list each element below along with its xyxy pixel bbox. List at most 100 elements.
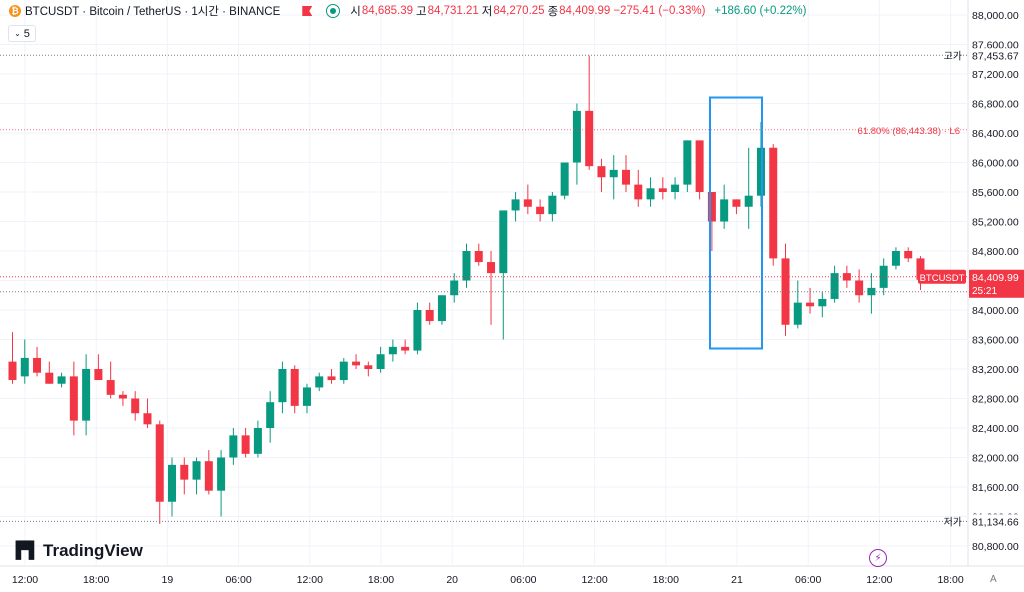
last-price-badge[interactable]: BTCUSDT 84,409.99 25:21	[918, 269, 1024, 298]
low-badge-bg	[969, 514, 1023, 529]
candle-body	[658, 188, 667, 192]
price-tick-label: 88,000.00	[972, 10, 1019, 22]
legend-header: ₿ BTCUSDT · Bitcoin / TetherUS · 1시간 · B…	[0, 0, 806, 22]
auto-scale-button[interactable]: A	[990, 574, 997, 585]
candle-body	[487, 262, 496, 274]
candle-body	[830, 273, 839, 299]
candle-body	[229, 435, 238, 458]
candle-body	[671, 184, 680, 192]
time-tick-label: 06:00	[795, 574, 821, 586]
time-tick-label: 18:00	[83, 574, 109, 586]
candle-body	[879, 265, 888, 288]
candle-body	[891, 251, 900, 266]
change-value: −275.41 (−0.33%)	[613, 5, 706, 17]
candle-body	[278, 369, 287, 403]
overlay-lines: 61.80% (86,443.38) · L6	[0, 54, 968, 522]
candle-body	[69, 376, 78, 421]
price-tick-label: 84,000.00	[972, 305, 1019, 317]
time-tick-label: 19	[162, 574, 174, 586]
candle-body	[143, 413, 152, 425]
candle-body	[106, 380, 115, 395]
candle-body	[45, 372, 54, 384]
low-badge-label: 저가	[944, 516, 962, 528]
candle-body	[327, 376, 336, 381]
high-value: 84,731.21	[427, 5, 479, 17]
candle-body	[572, 110, 581, 163]
candle-body	[155, 424, 164, 502]
price-tick-label: 80,800.00	[972, 541, 1019, 553]
low-label: 저	[481, 6, 493, 18]
candle-body	[33, 357, 42, 373]
candle-body	[450, 280, 459, 296]
lightning-icon[interactable]: ⚡	[869, 549, 887, 567]
countdown-value: 25:21	[972, 286, 997, 297]
low-badge-value: 81,134.66	[972, 516, 1019, 528]
high-badge-label: 고가	[944, 50, 962, 62]
candle-body	[413, 310, 422, 351]
candle-body	[217, 457, 226, 491]
price-tick-label: 85,200.00	[972, 217, 1019, 229]
candle-body	[376, 354, 385, 369]
price-tick-label: 82,400.00	[972, 423, 1019, 435]
highlight-box	[709, 96, 763, 350]
price-tick-label: 84,800.00	[972, 246, 1019, 258]
candle-body	[695, 140, 704, 192]
symbol-title[interactable]: BTCUSDT · Bitcoin / TetherUS · 1시간 · BIN…	[25, 6, 281, 18]
price-tick-label: 82,800.00	[972, 394, 1019, 406]
candle-body	[462, 251, 471, 281]
indicator-count: 5	[23, 27, 30, 40]
last-price-value: 84,409.99	[972, 272, 1019, 284]
candle-body	[597, 166, 606, 178]
candle-body	[474, 251, 483, 263]
fib-level-label: 61.80% (86,443.38) · L6	[858, 126, 960, 137]
candle-body	[180, 464, 189, 480]
candle-body	[916, 258, 925, 280]
candle-body	[756, 147, 765, 196]
price-axis[interactable]: 80,800.0081,200.0081,600.0082,000.0082,4…	[918, 10, 1024, 553]
candle-body	[8, 361, 17, 381]
high-badge-value: 87,453.67	[972, 50, 1019, 62]
indicator-toggle-button[interactable]: ⌄ 5	[8, 25, 36, 42]
candle-body	[131, 398, 140, 414]
price-tick-label: 81,600.00	[972, 482, 1019, 494]
high-badge: 고가 87,453.67	[944, 48, 1023, 63]
time-tick-label: 18:00	[937, 574, 963, 586]
time-tick-label: 20	[446, 574, 458, 586]
time-tick-label: 18:00	[368, 574, 394, 586]
candle-body	[364, 365, 373, 369]
candle-body	[20, 357, 29, 377]
price-tick-label: 83,200.00	[972, 364, 1019, 376]
grid-lines	[0, 0, 1024, 567]
candle-body	[253, 428, 262, 454]
candle-body	[57, 376, 66, 384]
high-label: 고	[416, 6, 427, 18]
brand-text: TradingView	[43, 541, 143, 560]
candle-body	[646, 188, 655, 200]
candle-body	[437, 295, 446, 322]
candle-body	[266, 402, 275, 428]
candle-body	[339, 361, 348, 381]
candle-body	[560, 162, 569, 196]
flag-icon[interactable]	[302, 6, 313, 16]
open-value: 84,685.39	[361, 5, 414, 17]
candle-body	[769, 147, 778, 259]
candle-body	[118, 394, 127, 399]
time-tick-label: 18:00	[653, 574, 679, 586]
candle-body	[818, 298, 827, 307]
eye-icon[interactable]	[326, 4, 341, 18]
time-axis[interactable]: 12:00 18:00 19 06:00 12:00 18:00 20 06:00 12:00 1…	[12, 574, 964, 586]
candle-body	[499, 210, 508, 274]
candle-body	[290, 369, 299, 406]
change2-value: +186.60 (+0.22%)	[714, 5, 807, 17]
tradingview-logo[interactable]: ▐▀▌ TradingView	[10, 541, 143, 561]
candle-body	[732, 199, 741, 207]
candle-body	[548, 195, 557, 215]
open-label: 시	[350, 6, 361, 18]
candle-body	[523, 199, 532, 207]
price-tick-label: 86,800.00	[972, 99, 1019, 111]
candle-body	[806, 302, 815, 307]
candle-body	[683, 140, 692, 185]
candle-body	[720, 199, 729, 222]
candle-body	[315, 376, 324, 388]
